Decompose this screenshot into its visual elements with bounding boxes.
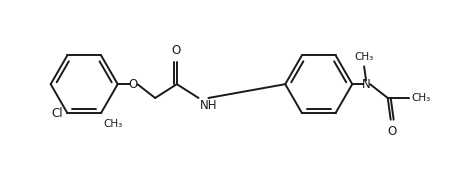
Text: CH₃: CH₃ <box>103 119 122 129</box>
Text: CH₃: CH₃ <box>354 52 374 62</box>
Text: O: O <box>387 125 396 138</box>
Text: O: O <box>171 44 181 57</box>
Text: CH₃: CH₃ <box>411 93 431 103</box>
Text: O: O <box>129 78 138 91</box>
Text: N: N <box>362 78 371 91</box>
Text: Cl: Cl <box>51 107 63 120</box>
Text: NH: NH <box>199 99 217 112</box>
